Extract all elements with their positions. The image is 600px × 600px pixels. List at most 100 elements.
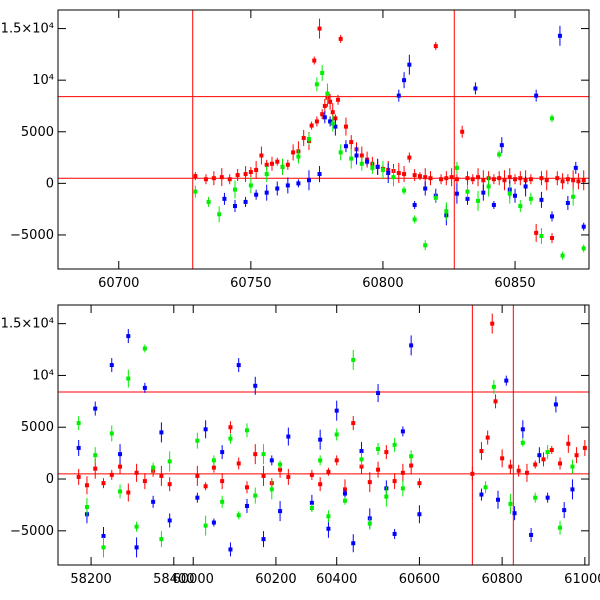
data-point (570, 487, 575, 492)
x-tick-label: 60750 (230, 276, 271, 291)
data-point (550, 236, 555, 241)
data-point (244, 428, 249, 433)
data-point (557, 33, 562, 38)
data-point (565, 200, 570, 205)
data-point (523, 184, 528, 189)
data-point (544, 178, 549, 183)
data-point (248, 170, 253, 175)
data-point (314, 119, 319, 124)
data-point (376, 467, 381, 472)
data-point (314, 82, 319, 87)
data-point (490, 321, 495, 326)
data-point (533, 495, 538, 500)
data-point (409, 343, 414, 348)
data-point (269, 487, 274, 492)
data-point (286, 474, 291, 479)
data-point (264, 190, 269, 195)
data-point (264, 162, 269, 167)
data-point (558, 525, 563, 530)
data-point (236, 513, 241, 518)
data-point (203, 484, 208, 489)
data-point (248, 183, 253, 188)
data-point (220, 479, 225, 484)
data-point (516, 468, 521, 473)
data-point (528, 177, 533, 182)
data-point (326, 469, 331, 474)
top-panel: 60700 60750 60800 60850 −5000 0 5000 10⁴ 1.5×10⁴ (1, 9, 590, 291)
data-point (367, 480, 372, 485)
data-point (553, 402, 558, 407)
data-point (560, 179, 565, 184)
data-point (126, 490, 131, 495)
data-point (507, 175, 512, 180)
data-point (520, 427, 525, 432)
data-point (317, 172, 322, 177)
data-point (465, 189, 470, 194)
data-point (409, 463, 414, 468)
data-point (318, 482, 323, 487)
data-point (76, 421, 81, 426)
x-tick-label: 61000 (564, 572, 600, 587)
data-point (491, 384, 496, 389)
data-point (512, 511, 517, 516)
data-point (254, 192, 259, 197)
data-point (217, 212, 222, 217)
x-tick-label: 58200 (70, 572, 111, 587)
data-point (349, 156, 354, 161)
data-point (465, 176, 470, 181)
y-tick-label: 1.5×10⁴ (1, 22, 54, 37)
data-point (338, 36, 343, 41)
data-point (412, 203, 417, 208)
data-point (549, 448, 554, 453)
data-point (306, 136, 311, 141)
data-point (504, 378, 509, 383)
data-point (336, 97, 341, 102)
data-point (481, 178, 486, 183)
data-point (380, 167, 385, 172)
data-point (285, 183, 290, 188)
data-point (142, 385, 147, 390)
data-point (574, 453, 579, 458)
data-point (195, 438, 200, 443)
data-point (342, 498, 347, 503)
data-point (465, 196, 470, 201)
data-point (134, 524, 139, 529)
data-point (508, 501, 513, 506)
data-point (334, 408, 339, 413)
data-point (261, 473, 266, 478)
data-point (359, 464, 364, 469)
data-point (228, 436, 233, 441)
data-point (349, 140, 354, 145)
data-point (576, 179, 581, 184)
data-point (396, 171, 401, 176)
data-point (565, 177, 570, 182)
data-point (206, 199, 211, 204)
data-point (513, 177, 518, 182)
data-point (326, 514, 331, 519)
data-point (520, 440, 525, 445)
data-point (476, 175, 481, 180)
data-point (330, 121, 335, 126)
data-point (454, 191, 459, 196)
data-point (384, 450, 389, 455)
data-point (193, 174, 198, 179)
data-point (286, 434, 291, 439)
data-point (481, 190, 486, 195)
data-point (118, 452, 123, 457)
y-tick-label: −5000 (10, 524, 54, 539)
data-point (342, 491, 347, 496)
data-point (278, 462, 283, 467)
data-point (291, 150, 296, 155)
y-tick-label: 0 (46, 176, 54, 191)
data-point (342, 487, 347, 492)
data-point (326, 526, 331, 531)
data-point (227, 177, 232, 182)
data-point (570, 464, 575, 469)
data-point (330, 110, 335, 115)
data-point (76, 474, 81, 479)
data-point (359, 457, 364, 462)
data-point (359, 161, 364, 166)
data-point (275, 159, 280, 164)
